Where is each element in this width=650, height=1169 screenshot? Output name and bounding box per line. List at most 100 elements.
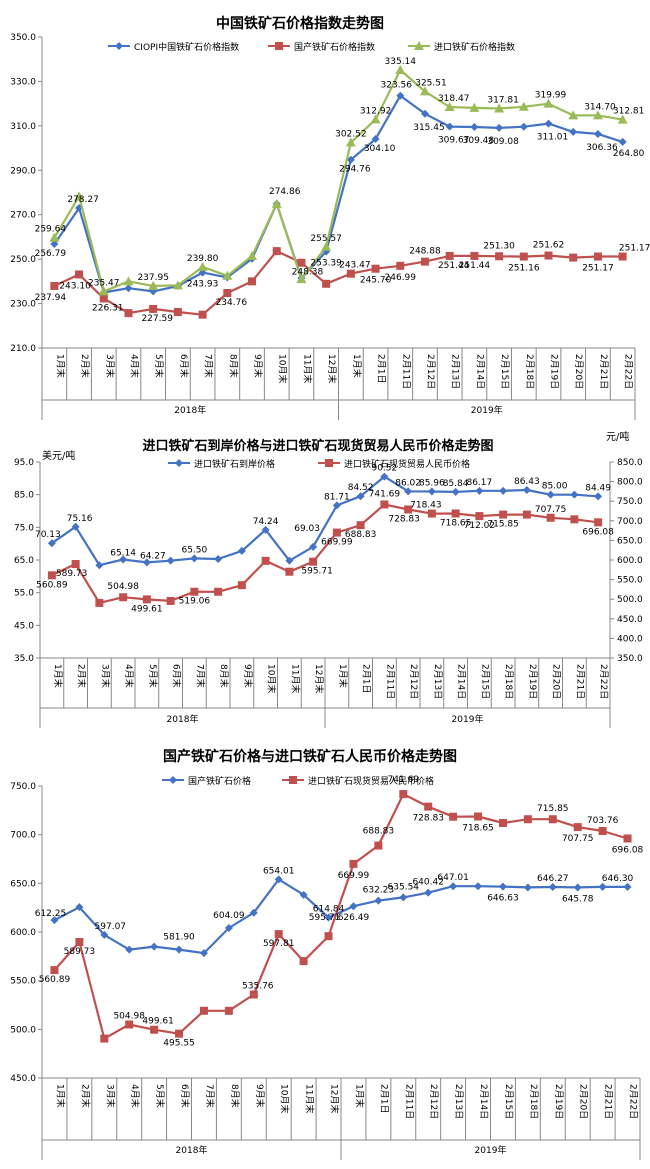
chart-1-category-label: 10月末 — [277, 354, 289, 383]
chart-3-category-label: 2月18日 — [528, 1084, 539, 1119]
chart-3-series-2-point — [374, 841, 383, 850]
chart-3-ytick-label: 500.0 — [10, 1025, 36, 1035]
chart-3-category-label: 2月11日 — [403, 1084, 414, 1119]
chart-2-ytick-label: 75.0 — [14, 523, 34, 533]
chart-2-series-2-point — [522, 510, 531, 519]
chart-3-series-2-point — [573, 823, 582, 832]
chart-1-series-3-data-label: 335.14 — [385, 57, 417, 67]
chart-2-series-2-data-label: 712.02 — [464, 521, 496, 531]
chart-3-category-label: 2月1日 — [378, 1084, 389, 1113]
chart-1-series-1-point — [618, 137, 627, 146]
chart-2-series-1-point — [427, 487, 436, 496]
chart-2-series-2-point — [119, 593, 128, 602]
chart-3-series-2-point — [399, 790, 408, 799]
chart-3-series-2-point — [449, 812, 458, 821]
chart-2-series-1-point — [47, 539, 56, 548]
chart-1-series-2-point — [297, 258, 306, 267]
chart-1-legend-label-3: 进口铁矿石价格指数 — [434, 41, 515, 53]
chart-1-series-2-point — [544, 251, 553, 260]
chart-3-series-1-data-label: 581.90 — [163, 933, 195, 943]
chart-3-series-2-point — [548, 815, 557, 824]
chart-1-series-2-point — [371, 264, 380, 273]
chart-1-series-1-point — [593, 129, 602, 138]
chart-1-series-2-data-label: 248.38 — [292, 268, 324, 278]
chart-3-legend: 国产铁矿石价格 进口铁矿石现货贸易人民币价格 — [162, 775, 434, 787]
chart-3-category-label: 2月15日 — [503, 1084, 514, 1119]
chart-3-series-1-data-label: 647.01 — [437, 873, 469, 883]
chart-1-year-label: 2019年 — [471, 404, 503, 416]
chart-1-series — [49, 65, 628, 319]
chart-2-category-label: 9月末 — [242, 664, 254, 688]
chart-1-series-2-data-label: 251.30 — [483, 241, 515, 251]
chart-3-legend-marker-2 — [289, 776, 297, 784]
chart-2-category-label: 8月末 — [218, 664, 230, 688]
chart-2-series-2-data-label: 718.65 — [440, 518, 472, 528]
chart-1-series-2-data-label: 251.17 — [619, 244, 650, 254]
chart-3-series-2-point — [150, 1025, 159, 1034]
chart-3-category-label: 2月末 — [79, 1084, 91, 1108]
chart-3-series-1-point — [249, 908, 258, 917]
chart-3-series-1-data-label: 626.49 — [338, 913, 370, 923]
chart-2-series-1-point — [261, 525, 270, 534]
chart-1-series-2-point — [618, 252, 627, 261]
chart-2-series-2-data-label: 688.83 — [345, 530, 377, 540]
chart-1-series-1-point — [544, 119, 553, 128]
chart-2-series-1-data-label: 86.17 — [466, 478, 492, 488]
chart-2-ytick-label: 65.0 — [14, 556, 34, 566]
chart-3-series-1-data-label: 646.27 — [537, 874, 569, 884]
chart-3-series-1-data-label: 654.01 — [263, 866, 295, 876]
chart-2-series-2-data-label: 504.98 — [107, 582, 139, 592]
chart-3-series-2-point — [199, 1006, 208, 1015]
chart-3-series-2-data-label: 669.99 — [338, 871, 370, 881]
chart-1-series-2-data-label: 251.17 — [582, 264, 614, 274]
chart-2-series-1-data-label: 74.24 — [253, 517, 279, 527]
chart-3-series-2-data-label: 688.83 — [363, 827, 395, 837]
chart-2-series-1-point — [475, 486, 484, 495]
chart-2-category-label: 5月末 — [147, 664, 159, 688]
chart-1-series-2-point — [519, 252, 528, 261]
chart-2-series-2-point — [166, 596, 175, 605]
chart-3-series-1-point — [424, 888, 433, 897]
chart-2-series-2-point — [214, 587, 223, 596]
chart-2-series-1-point — [356, 492, 365, 501]
chart-2-ytick-label: 85.0 — [14, 491, 34, 501]
chart-2-series-1-line — [51, 475, 599, 567]
chart-2-legend-marker-2 — [325, 459, 333, 467]
chart-2-series-1-point — [190, 554, 199, 563]
chart-3-series-2-point — [100, 1034, 109, 1043]
chart-3-series-1-data-label: 597.07 — [95, 922, 127, 932]
chart-2-category-label: 2月13日 — [432, 664, 443, 699]
chart-1-category-label: 2月19日 — [549, 354, 560, 389]
chart-2-series-1-data-label: 64.27 — [140, 551, 166, 561]
chart-2-series-1-data-label: 65.14 — [110, 549, 136, 559]
chart-1-category-label: 3月末 — [104, 354, 116, 378]
chart-3-category-label: 4月末 — [129, 1084, 141, 1108]
chart-1-series-3-data-label: 317.81 — [487, 96, 519, 106]
chart-1-series-1-data-label: 243.93 — [187, 280, 219, 290]
chart-3-series-2-point — [299, 957, 308, 966]
chart-1-series-1-point — [124, 284, 133, 293]
chart-3-series-1-point — [175, 945, 184, 954]
chart-2-series-2-data-label: 560.89 — [36, 580, 68, 590]
chart-3-series-1-data-label: 646.30 — [602, 874, 634, 884]
chart-1-series-2-point — [248, 277, 257, 286]
chart-1-category-label: 6月末 — [178, 354, 190, 378]
chart-2-series-2-data-label: 707.75 — [535, 505, 567, 515]
chart-2-year-label: 2018年 — [167, 713, 199, 725]
chart-1-series-3-point — [518, 101, 529, 111]
chart-3-year-label: 2018年 — [176, 1144, 208, 1156]
chart-3-series-1-point — [224, 924, 233, 933]
chart-3-category-label: 2月14日 — [478, 1084, 489, 1119]
chart-1-series-2-point — [272, 247, 281, 256]
chart-1-series-1-point — [371, 134, 380, 143]
chart-1-series-3-point — [345, 137, 356, 147]
chart-3-series-1-point — [125, 945, 134, 954]
chart-2-series-2-point — [570, 515, 579, 524]
chart-1-category-label: 12月末 — [326, 354, 338, 383]
chart-3-series-1-point — [399, 893, 408, 902]
chart-2-series-2-point — [190, 587, 199, 596]
chart-2-ytick-right-label: 350.0 — [617, 654, 643, 664]
chart-2-ytick-label: 95.0 — [14, 458, 34, 468]
chart-2-series-2-point — [546, 513, 555, 522]
chart-1-series-3-point — [494, 103, 505, 113]
